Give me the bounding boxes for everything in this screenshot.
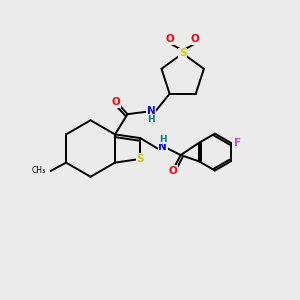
Text: S: S [179,48,186,59]
Text: S: S [136,154,144,164]
Text: H: H [147,115,155,124]
Text: O: O [112,97,121,107]
Text: F: F [234,138,241,148]
Text: O: O [166,34,175,44]
Text: H: H [159,135,167,144]
Text: CH₃: CH₃ [31,167,45,176]
Text: O: O [169,166,178,176]
Text: N: N [158,142,167,152]
Text: O: O [191,34,200,44]
Text: N: N [147,106,155,116]
